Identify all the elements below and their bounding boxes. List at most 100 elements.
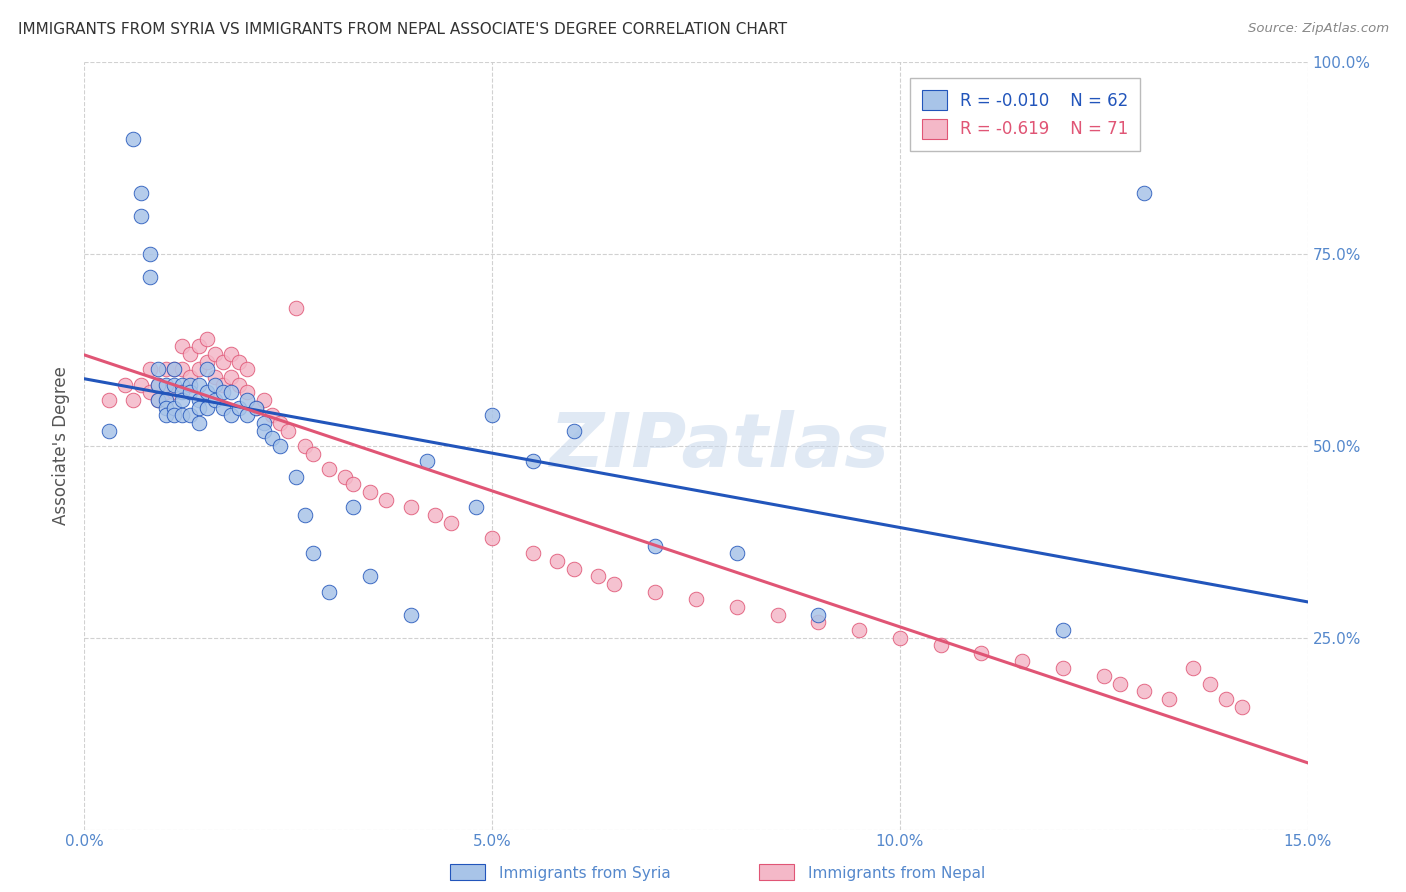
Point	[187, 339, 209, 353]
Point	[318, 462, 340, 476]
Point	[97, 424, 120, 438]
Point	[245, 401, 267, 415]
Point	[228, 401, 250, 415]
Point	[155, 392, 177, 407]
Point	[212, 385, 235, 400]
Point	[301, 447, 323, 461]
Point	[212, 401, 235, 415]
Point	[335, 469, 357, 483]
Point	[889, 631, 911, 645]
Point	[155, 377, 177, 392]
Point	[212, 377, 235, 392]
Point	[260, 409, 283, 423]
Point	[163, 377, 186, 392]
Point	[131, 186, 153, 200]
Point	[1182, 661, 1205, 675]
Point	[603, 577, 626, 591]
Point	[1157, 692, 1180, 706]
Point	[1133, 684, 1156, 698]
Point	[146, 377, 169, 392]
Point	[807, 607, 830, 622]
Point	[423, 508, 446, 522]
Point	[277, 424, 299, 438]
Point	[260, 431, 283, 445]
Point	[219, 347, 242, 361]
Point	[342, 500, 364, 515]
Point	[253, 416, 276, 430]
Point	[481, 531, 503, 545]
Point	[179, 385, 201, 400]
Point	[138, 270, 160, 285]
Point	[807, 615, 830, 630]
Point	[179, 370, 201, 384]
Point	[546, 554, 568, 568]
Point	[375, 492, 398, 507]
Point	[138, 362, 160, 376]
Text: Immigrants from Syria: Immigrants from Syria	[499, 866, 671, 880]
Point	[163, 362, 186, 376]
Point	[285, 469, 308, 483]
Point	[1052, 661, 1074, 675]
Point	[187, 392, 209, 407]
Point	[146, 392, 169, 407]
Point	[138, 385, 160, 400]
Point	[146, 392, 169, 407]
Point	[172, 409, 194, 423]
Point	[163, 401, 186, 415]
Point	[522, 454, 544, 468]
Point	[163, 409, 186, 423]
Text: ZIPatlas: ZIPatlas	[550, 409, 890, 483]
Point	[172, 362, 194, 376]
Point	[138, 247, 160, 261]
Point	[481, 409, 503, 423]
Point	[562, 424, 585, 438]
Y-axis label: Associate's Degree: Associate's Degree	[52, 367, 70, 525]
Point	[522, 546, 544, 560]
Point	[172, 385, 194, 400]
Point	[187, 377, 209, 392]
Point	[163, 362, 186, 376]
Text: Immigrants from Nepal: Immigrants from Nepal	[808, 866, 986, 880]
Point	[219, 370, 242, 384]
Point	[212, 354, 235, 368]
Legend: R = -0.010    N = 62, R = -0.619    N = 71: R = -0.010 N = 62, R = -0.619 N = 71	[910, 78, 1140, 151]
Point	[195, 385, 218, 400]
Point	[195, 401, 218, 415]
Point	[219, 385, 242, 400]
Point	[122, 132, 145, 146]
Point	[269, 416, 291, 430]
Point	[172, 392, 194, 407]
Point	[131, 377, 153, 392]
Point	[204, 370, 226, 384]
Point	[269, 439, 291, 453]
Point	[236, 385, 259, 400]
Point	[1011, 654, 1033, 668]
Point	[318, 584, 340, 599]
Point	[586, 569, 609, 583]
Point	[416, 454, 439, 468]
Point	[294, 439, 316, 453]
Point	[644, 539, 666, 553]
Point	[122, 392, 145, 407]
Point	[228, 377, 250, 392]
Point	[155, 385, 177, 400]
Point	[359, 485, 381, 500]
Point	[929, 639, 952, 653]
Point	[97, 392, 120, 407]
Point	[155, 409, 177, 423]
Point	[342, 477, 364, 491]
Point	[146, 362, 169, 376]
Point	[179, 409, 201, 423]
Point	[685, 592, 707, 607]
Point	[464, 500, 486, 515]
Point	[131, 209, 153, 223]
Point	[195, 332, 218, 346]
Text: IMMIGRANTS FROM SYRIA VS IMMIGRANTS FROM NEPAL ASSOCIATE'S DEGREE CORRELATION CH: IMMIGRANTS FROM SYRIA VS IMMIGRANTS FROM…	[18, 22, 787, 37]
Point	[204, 347, 226, 361]
Point	[848, 623, 870, 637]
Point	[245, 401, 267, 415]
Point	[399, 500, 422, 515]
Point	[1133, 186, 1156, 200]
Point	[172, 339, 194, 353]
Point	[1109, 677, 1132, 691]
